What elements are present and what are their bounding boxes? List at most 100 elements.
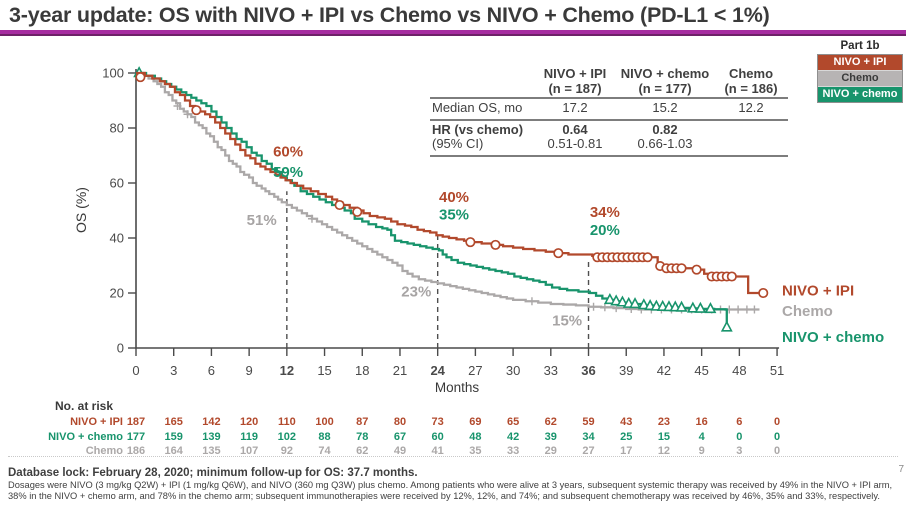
km-curve-chemo (136, 71, 760, 311)
x-tick-label: 51 (770, 363, 784, 378)
risk-value-chemo-27: 35 (469, 445, 481, 457)
risk-value-chemo-21: 49 (394, 445, 406, 457)
x-tick-label: 30 (506, 363, 520, 378)
risk-value-nivo-ipi-48: 6 (736, 416, 742, 428)
y-tick-label: 20 (110, 286, 124, 301)
risk-value-nivo-ipi-9: 120 (240, 416, 258, 428)
risk-value-chemo-18: 62 (356, 445, 368, 457)
x-tick-label: 15 (317, 363, 331, 378)
risk-value-nivo-ipi-3: 165 (165, 416, 183, 428)
risk-value-nivo-ipi-21: 80 (394, 416, 406, 428)
y-tick-label: 80 (110, 121, 124, 136)
risk-value-nivo-chemo-48: 0 (736, 431, 742, 443)
censor-mark-nivo-chemo (603, 292, 616, 305)
legend-item-nivo-chemo: NIVO + chemo (818, 86, 902, 102)
censor-mark-nivo-chemo (610, 294, 623, 306)
risk-value-nivo-ipi-15: 100 (315, 416, 333, 428)
title-rule-bottom (0, 34, 906, 36)
x-tick-label: 39 (619, 363, 633, 378)
risk-row-label-chemo: Chemo (86, 445, 124, 457)
x-tick-label: 3 (170, 363, 177, 378)
risk-value-nivo-ipi-6: 142 (202, 416, 220, 428)
x-tick-label: 42 (657, 363, 671, 378)
censor-mark-chemo (527, 297, 536, 306)
risk-value-chemo-33: 29 (545, 445, 557, 457)
y-tick-label: 100 (102, 66, 124, 81)
censor-mark-chemo (589, 302, 598, 311)
censor-mark-chemo (307, 214, 316, 223)
legend-item-chemo: Chemo (818, 70, 902, 86)
legend-box: NIVO + IPI Chemo NIVO + chemo (817, 54, 903, 103)
censor-mark-chemo (742, 305, 751, 314)
risk-value-nivo-ipi-51: 0 (774, 416, 780, 428)
censor-mark-nivo-ipi (135, 72, 146, 83)
censor-mark-nivo-chemo (686, 301, 699, 313)
outcomes-header-chemo: Chemo (n = 186) (714, 66, 788, 100)
risk-value-nivo-chemo-45: 4 (699, 431, 706, 443)
censor-mark-nivo-chemo (637, 298, 650, 310)
y-tick-label: 40 (110, 231, 124, 246)
risk-value-nivo-ipi-24: 73 (432, 416, 444, 428)
risk-value-nivo-chemo-18: 78 (356, 431, 368, 443)
annotation-59%: 59% (273, 164, 303, 181)
x-axis-title: Months (435, 380, 480, 395)
censor-mark-nivo-chemo (694, 301, 707, 313)
database-lock-note: Database lock: February 28, 2020; minimu… (8, 467, 418, 479)
legend-part-label: Part 1b (840, 40, 880, 52)
censor-mark-nivo-chemo (675, 300, 688, 312)
outcomes-table: NIVO + IPI (n = 187) NIVO + chemo (n = 177… (430, 66, 788, 157)
risk-value-chemo-48: 3 (736, 445, 742, 457)
annotation-35%: 35% (439, 207, 469, 224)
risk-value-nivo-chemo-33: 39 (545, 431, 557, 443)
censor-mark-chemo (612, 304, 621, 313)
risk-value-chemo-6: 135 (202, 445, 220, 457)
risk-value-chemo-24: 41 (432, 445, 444, 457)
annotation-15%: 15% (552, 313, 582, 330)
risk-value-nivo-ipi-30: 65 (507, 416, 519, 428)
risk-value-nivo-ipi-39: 43 (620, 416, 632, 428)
outcomes-header-row: NIVO + IPI (n = 187) NIVO + chemo (n = 177… (430, 66, 788, 100)
km-curve-nivo-chemo (136, 71, 728, 328)
risk-row-label-nivo-chemo: NIVO + chemo (48, 431, 123, 443)
x-tick-label: 36 (581, 363, 595, 378)
risk-row-label-nivo-ipi: NIVO + IPI (70, 416, 123, 428)
risk-value-nivo-chemo-21: 67 (394, 431, 406, 443)
censor-mark-nivo-ipi (191, 105, 202, 116)
risk-value-chemo-45: 9 (699, 445, 705, 457)
risk-value-nivo-ipi-27: 69 (469, 416, 481, 428)
risk-value-nivo-ipi-45: 16 (696, 416, 708, 428)
outcomes-header-spacer (430, 66, 534, 100)
censor-mark-nivo-chemo (629, 297, 641, 309)
risk-value-chemo-12: 92 (281, 445, 293, 457)
annotation-23%: 23% (401, 284, 431, 301)
x-tick-label: 6 (208, 363, 215, 378)
censor-mark-nivo-ipi (642, 252, 653, 263)
risk-value-nivo-chemo-9: 119 (240, 431, 258, 443)
y-axis-title: OS (%) (73, 187, 89, 233)
slide-title: 3-year update: OS with NIVO + IPI vs Che… (9, 3, 770, 27)
censor-mark-chemo (183, 110, 192, 119)
risk-value-nivo-ipi-0: 187 (127, 416, 145, 428)
risk-value-chemo-9: 107 (240, 445, 258, 457)
censor-mark-nivo-ipi (352, 206, 363, 217)
footer: Database lock: February 28, 2020; minimu… (8, 456, 898, 501)
risk-value-chemo-36: 27 (582, 445, 594, 457)
x-tick-label: 33 (544, 363, 558, 378)
censor-mark-nivo-ipi (490, 239, 501, 250)
risk-value-nivo-chemo-39: 25 (620, 431, 632, 443)
curve-label-nivo-chemo: NIVO + chemo (782, 329, 884, 346)
hazard-ratio-nivo-ipi: 0.64 0.51-0.81 (534, 119, 616, 157)
x-tick-label: 48 (732, 363, 746, 378)
risk-value-nivo-ipi-18: 87 (356, 416, 368, 428)
risk-value-nivo-chemo-27: 48 (469, 431, 481, 443)
censor-mark-nivo-ipi (553, 248, 564, 259)
risk-value-nivo-chemo-24: 60 (432, 431, 444, 443)
x-tick-label: 0 (132, 363, 139, 378)
censor-mark-nivo-ipi (334, 199, 345, 211)
median-os-chemo: 12.2 (714, 98, 788, 121)
risk-value-nivo-chemo-0: 177 (127, 431, 145, 443)
annotation-20%: 20% (590, 222, 620, 239)
page-number: 7 (898, 464, 904, 475)
risk-value-chemo-0: 186 (127, 445, 145, 457)
